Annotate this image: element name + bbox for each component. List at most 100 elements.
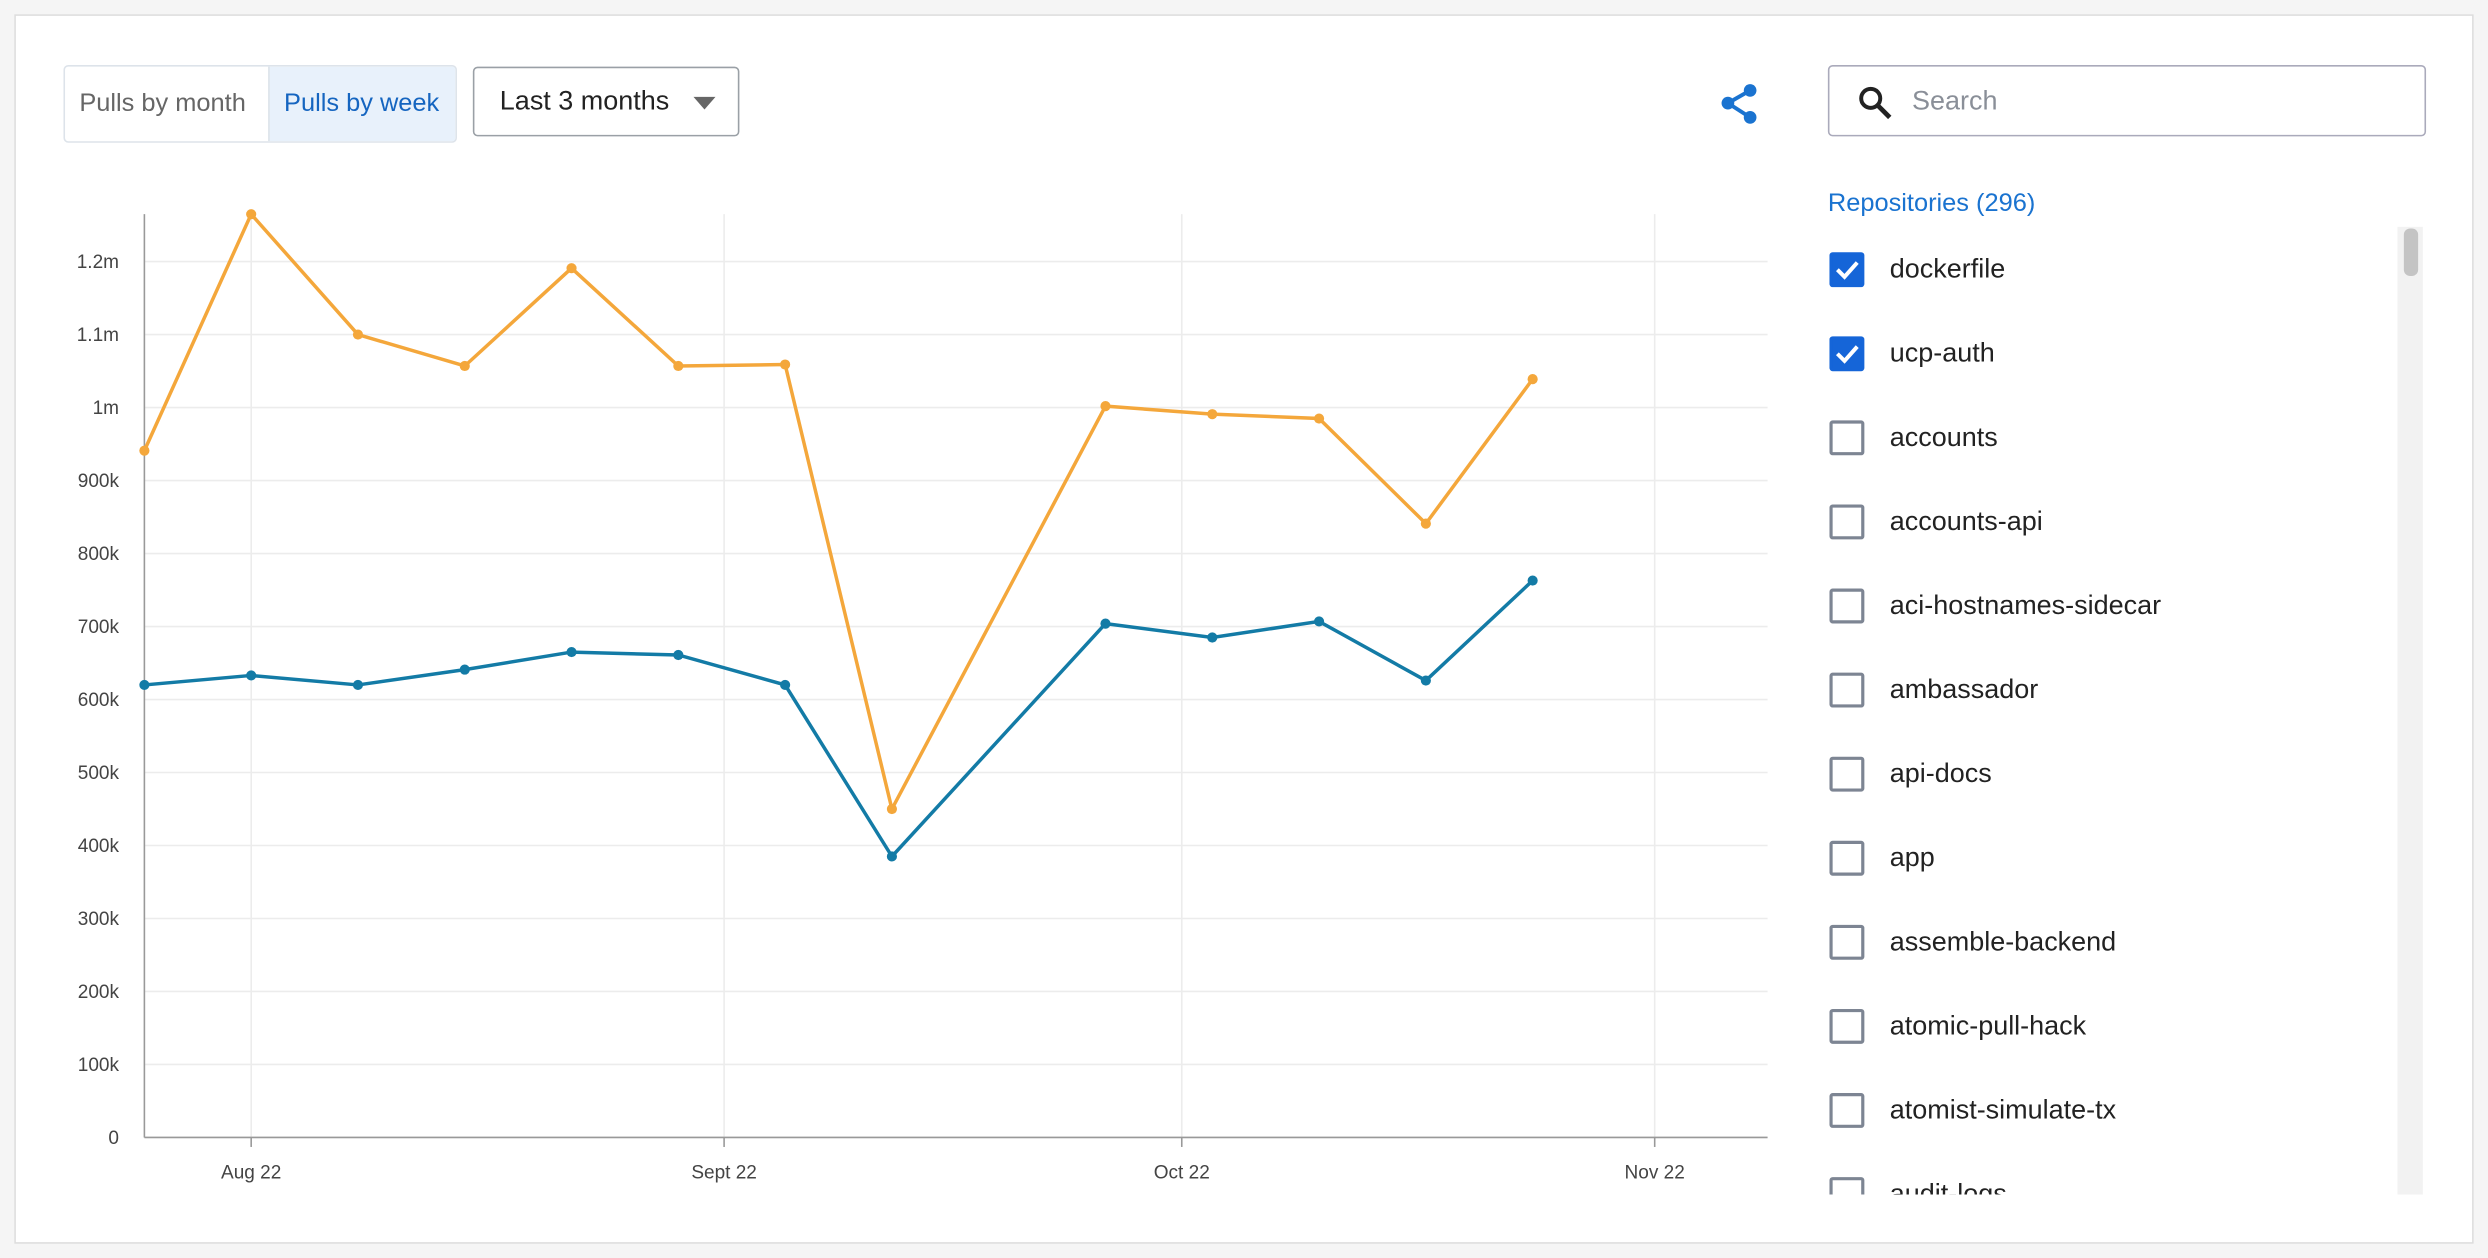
search-box[interactable]: Search — [1827, 65, 2427, 137]
tab[interactable]: Pulls by week — [268, 66, 456, 142]
checkbox[interactable] — [1829, 504, 1865, 540]
check-mark — [1835, 345, 1859, 364]
y-tick-label: 1.2m — [77, 252, 119, 273]
repository-name: app — [1889, 842, 1935, 873]
repository-name: atomist-simulate-tx — [1889, 1094, 2117, 1125]
data-point — [459, 360, 470, 372]
y-tick-label: 500k — [78, 763, 120, 784]
repository-item[interactable]: ambassador — [1825, 672, 2396, 721]
checkbox[interactable] — [1829, 252, 1865, 288]
tab-group: Pulls by month Pulls by week — [63, 65, 457, 143]
data-point — [1420, 675, 1431, 686]
checkbox[interactable] — [1829, 924, 1865, 960]
checkbox[interactable] — [1829, 420, 1865, 456]
caret — [693, 96, 716, 110]
scroll-thumb[interactable] — [2403, 228, 2419, 277]
repository-item[interactable]: atomist-simulate-tx — [1825, 1093, 2396, 1141]
y-tick-label: 100k — [78, 1055, 120, 1076]
data-point — [780, 359, 791, 370]
y-tick-label: 600k — [78, 690, 120, 711]
data-point — [139, 679, 150, 691]
data-point — [780, 679, 791, 691]
repository-item[interactable]: ucp-auth — [1825, 336, 2396, 384]
x-tick-label: Sept 22 — [691, 1163, 757, 1184]
data-point — [1207, 409, 1218, 420]
repository-item[interactable]: accounts — [1825, 420, 2396, 468]
x-tick-label: Aug 22 — [221, 1163, 281, 1184]
repository-item[interactable]: atomic-pull-hack — [1825, 1008, 2396, 1057]
x-tick-label: Nov 22 — [1625, 1163, 1685, 1184]
repository-name: aci-hostnames-sidecar — [1889, 590, 2162, 621]
y-tick-label: 800k — [78, 544, 120, 565]
series-line — [142, 210, 1535, 814]
repository-item[interactable]: accounts-api — [1825, 504, 2396, 552]
checkbox[interactable] — [1829, 840, 1865, 876]
share-button[interactable] — [1717, 81, 1761, 129]
data-point — [1100, 618, 1111, 629]
checkbox[interactable] — [1829, 1008, 1865, 1044]
checkbox[interactable] — [1829, 1093, 1865, 1128]
data-point — [139, 445, 150, 456]
y-tick-label: 1m — [93, 398, 119, 419]
data-point — [246, 670, 257, 681]
y-tick-label: 400k — [78, 836, 120, 857]
range-label: Last 3 months — [499, 85, 670, 116]
data-point — [1313, 413, 1325, 424]
repository-item[interactable]: dockerfile — [1825, 252, 2396, 300]
repository-name: ucp-auth — [1889, 337, 1995, 369]
data-point — [1313, 616, 1325, 627]
repository-item[interactable]: assemble-backend — [1825, 924, 2396, 973]
y-tick-label: 700k — [78, 617, 120, 638]
data-point — [1420, 518, 1431, 529]
check-mark — [1835, 261, 1859, 280]
scrollbar — [2397, 226, 2423, 1195]
search-icon — [1859, 86, 1892, 120]
y-tick-label: 200k — [78, 982, 120, 1003]
y-tick-label: 900k — [78, 471, 120, 492]
data-point — [886, 851, 897, 862]
series-line — [144, 579, 1534, 860]
data-point — [1100, 401, 1111, 412]
y-tick-label: 300k — [78, 909, 120, 930]
card — [14, 14, 2474, 1244]
data-point — [459, 664, 470, 675]
repository-list: dockerfile ucp-auth accounts accounts-api ac… — [1825, 227, 2396, 1195]
repository-item[interactable]: aci-hostnames-sidecar — [1825, 588, 2396, 637]
y-tick-label: 1.1m — [77, 325, 119, 346]
data-point — [352, 329, 364, 340]
data-point — [673, 649, 684, 661]
checkbox[interactable] — [1829, 756, 1865, 792]
repository-name: dockerfile — [1889, 253, 2006, 284]
range-select[interactable]: Last 3 months — [472, 66, 740, 137]
tab[interactable]: Pulls by month — [79, 90, 246, 118]
data-point — [566, 647, 577, 658]
checkbox[interactable] — [1829, 336, 1865, 372]
checkbox[interactable] — [1829, 588, 1865, 624]
x-tick-label: Oct 22 — [1154, 1163, 1210, 1184]
repository-item[interactable]: audit-logs — [1825, 1177, 2396, 1195]
repository-item[interactable]: app — [1825, 840, 2396, 889]
repository-name: ambassador — [1889, 674, 2039, 705]
data-point — [566, 263, 577, 274]
repository-name: accounts-api — [1889, 506, 2043, 537]
data-point — [1527, 374, 1538, 385]
repository-item[interactable]: api-docs — [1825, 756, 2396, 805]
y-tick-label: 0 — [108, 1128, 119, 1149]
chart: 0 100k 200k 300k 400k 500k 600k 700k 800k 900k 1m 1… — [77, 209, 1768, 1184]
repository-name: api-docs — [1889, 758, 1992, 789]
repository-name: audit-logs — [1889, 1178, 2007, 1195]
checkbox[interactable] — [1829, 672, 1865, 708]
checkbox[interactable] — [1829, 1177, 1865, 1195]
data-point — [246, 209, 257, 220]
repository-name: accounts — [1889, 421, 1998, 453]
repository-name: atomic-pull-hack — [1889, 1010, 2087, 1041]
data-point — [1207, 632, 1218, 643]
data-point — [673, 360, 684, 372]
data-point — [1527, 575, 1538, 586]
repositories-heading: Repositories (296) — [1827, 190, 2036, 218]
data-point — [886, 803, 897, 815]
repository-name: assemble-backend — [1889, 926, 2117, 957]
data-point — [352, 679, 364, 691]
